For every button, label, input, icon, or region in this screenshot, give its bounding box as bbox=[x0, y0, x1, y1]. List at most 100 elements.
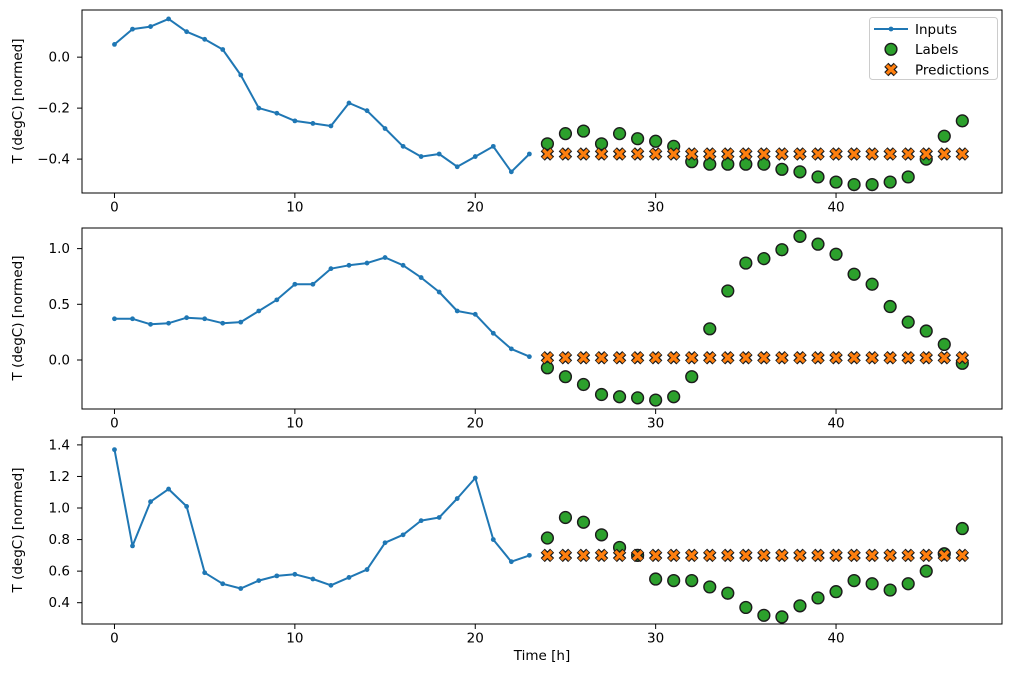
label-point bbox=[631, 391, 645, 405]
label-point bbox=[631, 132, 645, 146]
label-point bbox=[649, 572, 663, 586]
axes-frame bbox=[81, 436, 1003, 625]
inputs-marker bbox=[184, 504, 190, 509]
label-point bbox=[811, 591, 825, 605]
label-point bbox=[757, 157, 771, 171]
inputs-marker bbox=[220, 581, 226, 587]
x-tick-label: 40 bbox=[827, 416, 844, 432]
subplot-3: 0 10 20 30 40 1.4 1.2 1.0 0.8 0.6 0.4 bbox=[49, 436, 1003, 647]
inputs-marker bbox=[256, 105, 262, 111]
legend-frame bbox=[869, 17, 998, 80]
inputs-marker bbox=[418, 518, 424, 524]
inputs-line bbox=[114, 256, 530, 358]
label-point bbox=[685, 370, 699, 384]
inputs-marker bbox=[112, 42, 117, 47]
inputs-marker bbox=[454, 308, 460, 314]
y-tick-label: −0.4 bbox=[37, 152, 70, 168]
subplot-2: 0 10 20 30 40 1.0 0.5 0.0 bbox=[49, 227, 1003, 432]
label-point bbox=[594, 387, 609, 402]
x-tick-label: 30 bbox=[647, 416, 664, 432]
label-point bbox=[649, 134, 663, 148]
y-tick-label: 0.0 bbox=[49, 50, 70, 66]
y-tick-label: 0.8 bbox=[49, 532, 70, 548]
label-point bbox=[540, 137, 555, 151]
label-point bbox=[829, 585, 843, 599]
inputs-marker bbox=[382, 126, 388, 131]
label-point bbox=[793, 229, 807, 243]
inputs-marker bbox=[112, 447, 117, 453]
inputs-marker bbox=[184, 315, 190, 321]
legend-label-inputs: Inputs bbox=[915, 22, 957, 38]
x-tick-label: 20 bbox=[467, 416, 484, 432]
inputs-marker bbox=[472, 154, 478, 159]
inputs-marker bbox=[238, 72, 244, 78]
x-tick-label: 10 bbox=[286, 200, 303, 216]
inputs-marker bbox=[418, 275, 424, 280]
label-point bbox=[919, 564, 933, 578]
label-point bbox=[829, 247, 843, 261]
legend-label-labels: Labels bbox=[915, 42, 958, 58]
label-point bbox=[721, 157, 735, 171]
prediction-markers bbox=[542, 148, 968, 160]
label-point bbox=[793, 599, 807, 613]
inputs-marker bbox=[472, 475, 478, 481]
inputs-marker bbox=[454, 496, 460, 501]
label-point bbox=[901, 577, 915, 591]
inputs-marker bbox=[292, 281, 298, 287]
label-point bbox=[649, 393, 663, 407]
inputs-marker bbox=[112, 316, 117, 322]
label-point bbox=[739, 157, 753, 171]
inputs-marker bbox=[400, 143, 406, 149]
legend-label-predictions: Predictions bbox=[915, 62, 989, 78]
inputs-marker bbox=[220, 320, 226, 326]
inputs-marker bbox=[418, 154, 424, 159]
label-point bbox=[883, 299, 897, 314]
label-point bbox=[576, 124, 591, 138]
inputs-marker bbox=[328, 123, 334, 129]
label-point bbox=[829, 175, 843, 189]
inputs-marker bbox=[400, 532, 406, 538]
inputs-marker bbox=[526, 552, 532, 558]
label-point bbox=[847, 177, 861, 192]
label-point bbox=[775, 610, 789, 624]
label-point bbox=[667, 390, 681, 404]
y-axis-label-subplot-1: T (degC) [normed] bbox=[10, 38, 26, 164]
label-point bbox=[865, 177, 879, 192]
label-point bbox=[576, 377, 591, 392]
label-point bbox=[540, 531, 555, 545]
label-point bbox=[612, 390, 627, 404]
label-point bbox=[594, 528, 609, 542]
label-point bbox=[576, 515, 591, 529]
label-point bbox=[667, 574, 681, 588]
inputs-marker bbox=[202, 36, 208, 42]
inputs-marker bbox=[382, 255, 388, 260]
label-point bbox=[847, 267, 861, 281]
label-point bbox=[540, 361, 555, 375]
axes-frame bbox=[81, 9, 1003, 194]
inputs-marker bbox=[130, 316, 135, 322]
label-point bbox=[739, 600, 753, 615]
y-tick-label: 0.0 bbox=[49, 352, 70, 368]
label-point bbox=[739, 256, 753, 270]
inputs-marker bbox=[310, 281, 316, 287]
label-point bbox=[721, 586, 735, 600]
y-tick-label: 1.0 bbox=[49, 241, 70, 257]
inputs-marker bbox=[148, 321, 153, 327]
label-point bbox=[937, 129, 951, 143]
x-tick-label: 0 bbox=[110, 416, 119, 432]
inputs-marker bbox=[292, 118, 298, 124]
label-point bbox=[558, 127, 573, 141]
inputs-marker bbox=[346, 100, 352, 106]
label-point bbox=[558, 370, 573, 384]
x-tick-label: 0 bbox=[110, 200, 119, 216]
label-point bbox=[847, 574, 861, 588]
label-point bbox=[901, 315, 915, 329]
inputs-marker bbox=[202, 570, 208, 576]
x-tick-label: 10 bbox=[286, 631, 303, 647]
inputs-marker bbox=[454, 164, 460, 170]
inputs-marker bbox=[508, 169, 514, 175]
label-point bbox=[811, 237, 825, 251]
label-point bbox=[721, 284, 735, 298]
